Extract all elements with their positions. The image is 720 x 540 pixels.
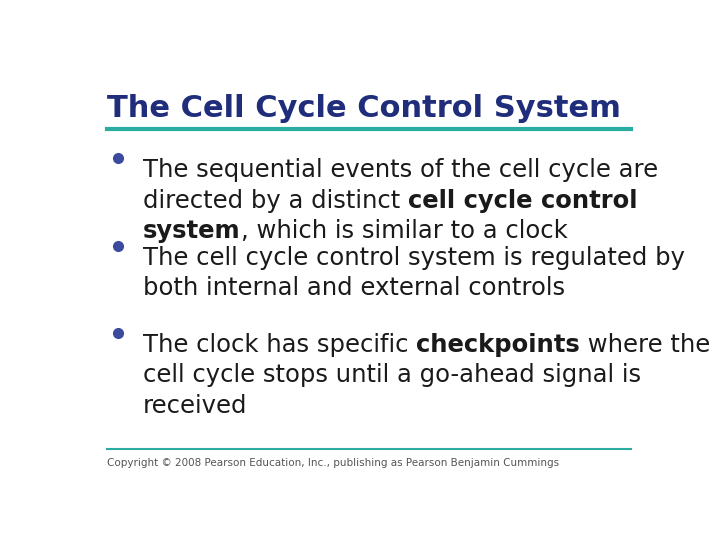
Text: directed by a distinct: directed by a distinct [143, 188, 408, 213]
Text: cell cycle stops until a go-ahead signal is: cell cycle stops until a go-ahead signal… [143, 363, 641, 387]
Text: system: system [143, 219, 240, 243]
Text: The Cell Cycle Control System: The Cell Cycle Control System [107, 94, 621, 123]
Text: received: received [143, 394, 248, 418]
Text: The clock has specific: The clock has specific [143, 333, 416, 357]
Text: where the: where the [580, 333, 710, 357]
Text: cell cycle control: cell cycle control [408, 188, 637, 213]
Text: The cell cycle control system is regulated by: The cell cycle control system is regulat… [143, 246, 685, 269]
Text: The sequential events of the cell cycle are: The sequential events of the cell cycle … [143, 158, 658, 183]
Text: Copyright © 2008 Pearson Education, Inc., publishing as Pearson Benjamin Cumming: Copyright © 2008 Pearson Education, Inc.… [107, 458, 559, 468]
Text: , which is similar to a clock: , which is similar to a clock [240, 219, 567, 243]
Text: both internal and external controls: both internal and external controls [143, 276, 565, 300]
Text: checkpoints: checkpoints [416, 333, 580, 357]
